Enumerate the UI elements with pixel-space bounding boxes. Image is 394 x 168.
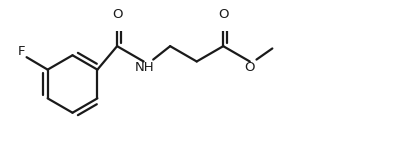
Text: O: O	[112, 8, 123, 21]
Text: F: F	[18, 45, 26, 58]
Text: O: O	[245, 61, 255, 74]
Text: O: O	[218, 8, 229, 21]
Text: NH: NH	[135, 61, 154, 74]
